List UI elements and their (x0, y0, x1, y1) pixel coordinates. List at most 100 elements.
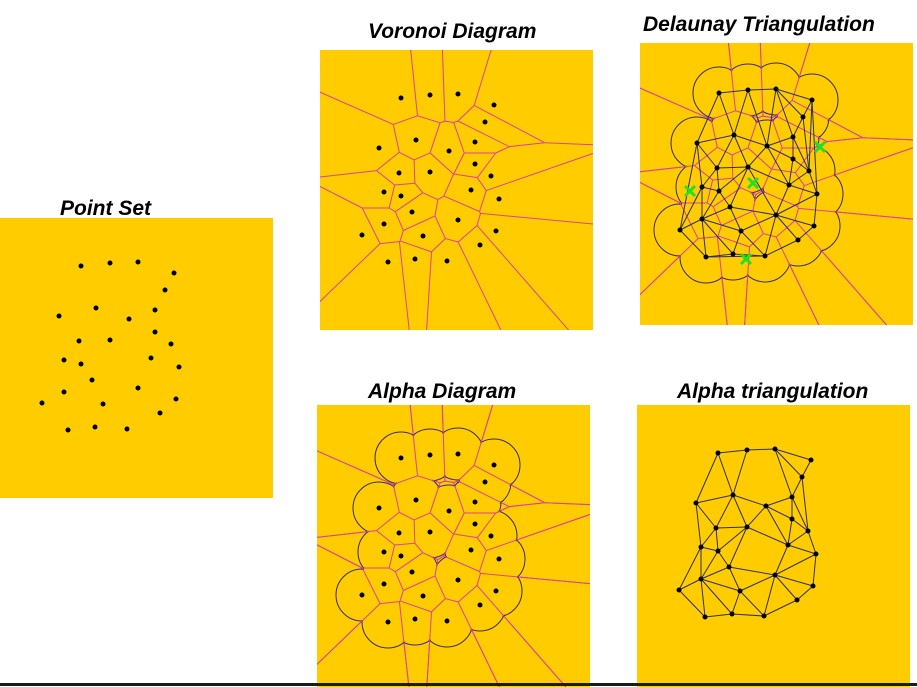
point (468, 547, 474, 553)
triangle-edge (732, 494, 767, 507)
triangle-edge (775, 193, 818, 216)
triangle-edge (747, 88, 777, 91)
voronoi-edge (453, 122, 465, 154)
triangle-edge (801, 459, 812, 478)
point (39, 400, 45, 406)
point (731, 132, 737, 138)
point (455, 451, 461, 457)
point (157, 410, 163, 416)
voronoi-edge (399, 511, 415, 521)
point (396, 530, 402, 536)
voronoi-edge (434, 199, 439, 217)
point (713, 525, 719, 531)
voronoi-panel (320, 50, 593, 330)
point (152, 329, 158, 335)
point (727, 204, 733, 210)
point (89, 377, 95, 383)
triangle-edge (775, 214, 799, 241)
point (359, 232, 365, 238)
point (786, 182, 792, 188)
triangle-edge (787, 544, 817, 555)
triangle-edge (701, 206, 731, 220)
alpha-diagram-title: Alpha Diagram (368, 380, 517, 403)
highlight-cross (746, 176, 760, 190)
highlight-cross (683, 184, 697, 198)
voronoi-edge (694, 146, 718, 166)
voronoi-edge (453, 512, 465, 535)
voronoi-edge (712, 206, 722, 226)
triangle-edge (792, 158, 810, 172)
voronoi-edge (394, 571, 404, 591)
point (427, 452, 433, 458)
point (677, 227, 683, 233)
voronoi-edge (712, 177, 733, 181)
alpha-triangulation-title: Alpha triangulation (677, 380, 869, 403)
voronoi-edge (437, 195, 445, 201)
point (763, 503, 769, 509)
voronoi-edge (862, 137, 913, 141)
voronoi-edge (431, 238, 446, 253)
point (488, 533, 494, 539)
triangle-edge (740, 230, 766, 257)
voronoi-edge (476, 573, 481, 586)
voronoi-edge (413, 519, 416, 544)
triangle-edge (807, 530, 817, 555)
voronoi-edge (706, 179, 714, 204)
triangle-edge (700, 578, 706, 618)
triangle-edge (775, 88, 794, 138)
point (772, 572, 778, 578)
voronoi-edge (476, 512, 497, 538)
triangle-edge (775, 88, 804, 118)
voronoi-edge (403, 575, 436, 591)
triangle-edge (764, 214, 777, 257)
triangle-edge (801, 476, 809, 532)
triangle-edge (766, 145, 794, 160)
point (381, 549, 387, 555)
voronoi-edge (439, 480, 446, 484)
point (491, 102, 497, 108)
point (730, 492, 736, 498)
point (761, 613, 767, 619)
point (472, 521, 478, 527)
point (762, 253, 768, 259)
voronoi-edge (443, 533, 454, 557)
triangle-edge (747, 166, 790, 186)
triangle-edge (765, 496, 793, 507)
point (61, 357, 67, 363)
point (716, 188, 722, 194)
triangle-edge (775, 88, 813, 101)
highlight-cross (739, 252, 753, 266)
triangle-edge (717, 449, 748, 454)
point (764, 143, 770, 149)
voronoi-edge (744, 246, 751, 325)
triangle-edge (695, 502, 717, 529)
voronoi-edge (376, 151, 400, 171)
point (93, 305, 99, 311)
triangle-edge (765, 505, 789, 546)
triangle-edge (679, 229, 707, 258)
point (65, 427, 71, 433)
voronoi-edge (403, 215, 436, 231)
triangle-edge (788, 184, 818, 195)
voronoi-edge (486, 152, 593, 192)
point (714, 165, 720, 171)
point (794, 597, 800, 603)
voronoi-edge (749, 233, 764, 248)
triangle-edge (774, 448, 812, 461)
voronoi-edge (762, 115, 772, 119)
point (698, 544, 704, 550)
voronoi-edge (747, 147, 772, 170)
voronoi-edge (361, 207, 381, 244)
voronoi-edge (476, 152, 497, 178)
triangle-edge (811, 99, 818, 195)
voronoi-edge (798, 207, 913, 220)
voronoi-edge (479, 571, 481, 574)
voronoi-edge (445, 598, 459, 603)
voronoi-edge (392, 124, 400, 153)
highlight-cross (813, 140, 827, 154)
voronoi-edge (509, 142, 545, 148)
voronoi-edge (380, 601, 400, 605)
voronoi-edge (476, 177, 487, 191)
voronoi-edge (388, 567, 396, 573)
point (381, 189, 387, 195)
